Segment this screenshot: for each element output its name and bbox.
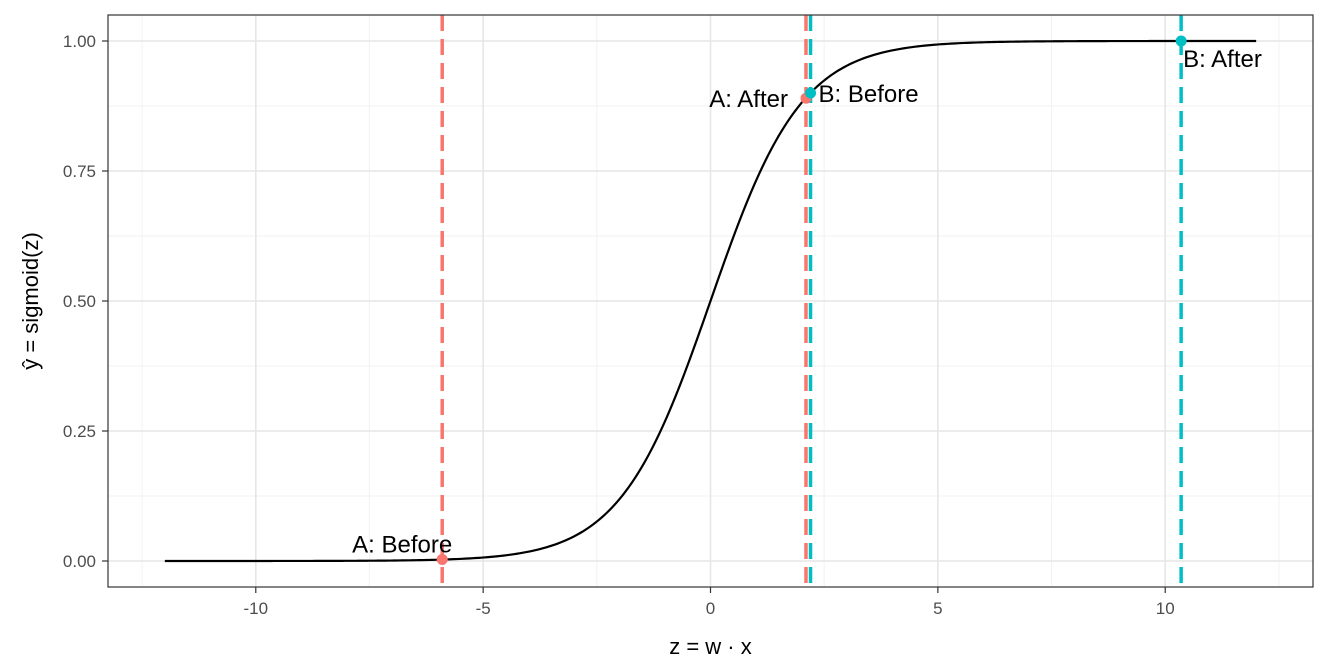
x-tick-label: 5: [933, 599, 942, 618]
x-axis-ticks: -10 -5 0 5 10: [243, 587, 1175, 618]
point-labels: A: Before A: After B: Before B: After: [352, 46, 1262, 558]
x-tick-label: -5: [476, 599, 491, 618]
y-tick-label: 1.00: [63, 32, 96, 51]
y-tick-label: 0.00: [63, 552, 96, 571]
x-tick-label: 10: [1156, 599, 1175, 618]
point-label: B: After: [1183, 46, 1262, 73]
y-tick-label: 0.25: [63, 422, 96, 441]
x-tick-label: -10: [243, 599, 268, 618]
data-point: [805, 87, 817, 99]
data-point: [436, 553, 448, 565]
point-label: B: Before: [819, 81, 919, 108]
x-axis-title: z = w · x: [669, 634, 752, 659]
y-axis-ticks: 0.00 0.25 0.50 0.75 1.00: [63, 32, 108, 571]
x-tick-label: 0: [706, 599, 715, 618]
y-tick-label: 0.75: [63, 162, 96, 181]
points: [436, 35, 1187, 565]
sigmoid-line: [164, 39, 1257, 563]
y-axis-title: ŷ = sigmoid(z): [18, 232, 43, 370]
point-label: A: After: [709, 86, 788, 113]
point-label: A: Before: [352, 531, 452, 558]
sigmoid-curve: [164, 39, 1257, 563]
y-tick-label: 0.50: [63, 292, 96, 311]
data-point: [1175, 35, 1187, 47]
